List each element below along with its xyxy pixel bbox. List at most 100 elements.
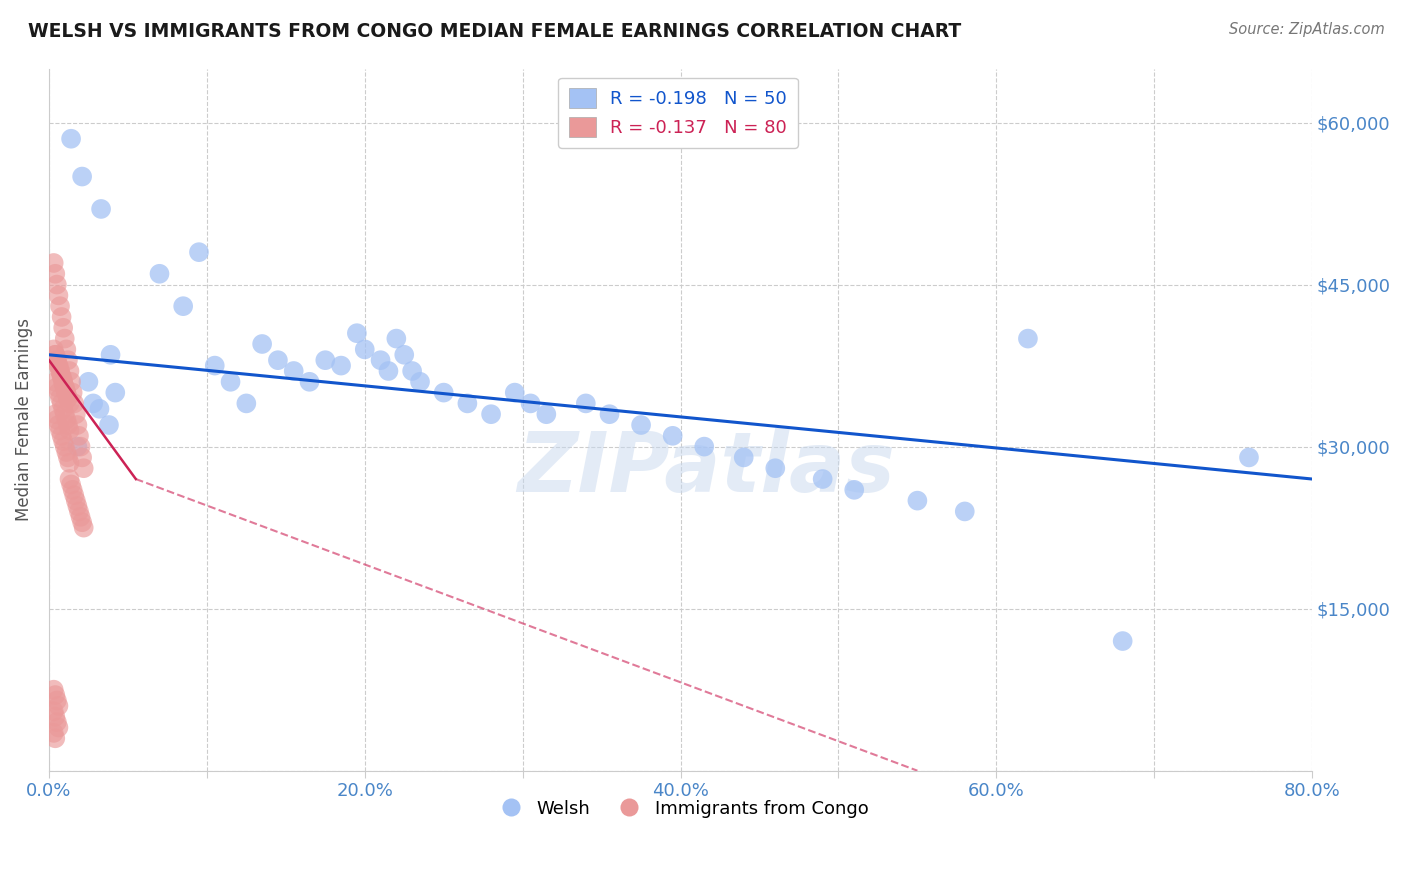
Point: [62, 483, 84, 497]
Point: [98, 417, 121, 432]
Point: [377, 364, 399, 378]
Point: [48, 359, 70, 373]
Point: [53, 380, 76, 394]
Point: [58, 364, 80, 378]
Point: [42, 343, 65, 357]
Point: [51, 310, 73, 324]
Point: [67, 504, 90, 518]
Point: [479, 407, 502, 421]
Point: [53, 407, 76, 421]
Point: [49, 364, 72, 378]
Point: [51, 429, 73, 443]
Point: [346, 326, 368, 341]
Point: [172, 299, 194, 313]
Point: [52, 434, 75, 449]
Point: [55, 385, 77, 400]
Point: [1017, 332, 1039, 346]
Point: [70, 169, 93, 184]
Point: [69, 509, 91, 524]
Point: [48, 359, 70, 373]
Point: [51, 369, 73, 384]
Point: [58, 396, 80, 410]
Point: [70, 515, 93, 529]
Text: Source: ZipAtlas.com: Source: ZipAtlas.com: [1229, 22, 1385, 37]
Point: [811, 472, 834, 486]
Point: [58, 424, 80, 438]
Point: [52, 320, 75, 334]
Point: [45, 380, 67, 394]
Point: [44, 731, 66, 746]
Point: [100, 348, 122, 362]
Point: [56, 353, 79, 368]
Point: [56, 391, 79, 405]
Point: [1237, 450, 1260, 465]
Point: [58, 472, 80, 486]
Point: [67, 429, 90, 443]
Point: [456, 396, 478, 410]
Point: [575, 396, 598, 410]
Point: [53, 440, 76, 454]
Point: [235, 396, 257, 410]
Point: [55, 412, 77, 426]
Point: [73, 521, 96, 535]
Point: [45, 353, 67, 368]
Point: [58, 456, 80, 470]
Point: [503, 385, 526, 400]
Point: [353, 343, 375, 357]
Point: [763, 461, 786, 475]
Point: [44, 709, 66, 723]
Point: [401, 364, 423, 378]
Point: [148, 267, 170, 281]
Point: [48, 721, 70, 735]
Point: [330, 359, 353, 373]
Point: [49, 391, 72, 405]
Point: [66, 499, 89, 513]
Point: [905, 493, 928, 508]
Point: [90, 202, 112, 216]
Point: [733, 450, 755, 465]
Point: [519, 396, 541, 410]
Point: [56, 450, 79, 465]
Point: [188, 245, 211, 260]
Point: [66, 417, 89, 432]
Point: [44, 407, 66, 421]
Point: [433, 385, 456, 400]
Point: [385, 332, 408, 346]
Point: [51, 396, 73, 410]
Point: [661, 429, 683, 443]
Point: [45, 715, 67, 730]
Point: [314, 353, 336, 368]
Point: [70, 450, 93, 465]
Point: [599, 407, 621, 421]
Point: [44, 267, 66, 281]
Point: [52, 401, 75, 416]
Point: [82, 396, 104, 410]
Point: [409, 375, 432, 389]
Point: [48, 417, 70, 432]
Point: [283, 364, 305, 378]
Point: [45, 277, 67, 292]
Point: [42, 704, 65, 718]
Point: [48, 288, 70, 302]
Point: [298, 375, 321, 389]
Point: [69, 440, 91, 454]
Point: [45, 693, 67, 707]
Point: [42, 256, 65, 270]
Point: [53, 332, 76, 346]
Point: [44, 348, 66, 362]
Point: [49, 364, 72, 378]
Point: [60, 375, 83, 389]
Point: [44, 348, 66, 362]
Y-axis label: Median Female Earnings: Median Female Earnings: [15, 318, 32, 521]
Point: [536, 407, 558, 421]
Point: [250, 337, 273, 351]
Point: [44, 688, 66, 702]
Point: [45, 353, 67, 368]
Point: [630, 417, 652, 432]
Point: [370, 353, 392, 368]
Point: [77, 375, 100, 389]
Legend: Welsh, Immigrants from Congo: Welsh, Immigrants from Congo: [485, 792, 876, 825]
Text: WELSH VS IMMIGRANTS FROM CONGO MEDIAN FEMALE EARNINGS CORRELATION CHART: WELSH VS IMMIGRANTS FROM CONGO MEDIAN FE…: [28, 22, 962, 41]
Point: [65, 493, 87, 508]
Point: [56, 391, 79, 405]
